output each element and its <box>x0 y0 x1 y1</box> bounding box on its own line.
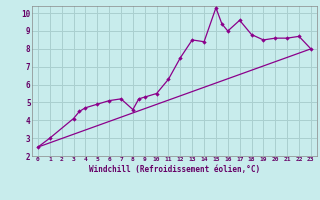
Point <box>118 97 124 100</box>
Point <box>219 22 224 25</box>
Point <box>95 103 100 106</box>
Point <box>225 29 230 33</box>
Point <box>190 38 195 42</box>
Point <box>237 19 242 22</box>
Point <box>47 137 52 140</box>
X-axis label: Windchill (Refroidissement éolien,°C): Windchill (Refroidissement éolien,°C) <box>89 165 260 174</box>
Point <box>77 110 82 113</box>
Point <box>142 95 147 99</box>
Point <box>202 40 207 43</box>
Point <box>166 78 171 81</box>
Point <box>284 37 290 40</box>
Point <box>83 106 88 109</box>
Point <box>178 56 183 59</box>
Point <box>261 38 266 42</box>
Point <box>71 117 76 120</box>
Point <box>249 33 254 36</box>
Point <box>308 47 313 50</box>
Point <box>154 92 159 95</box>
Point <box>213 6 219 9</box>
Point <box>36 145 41 149</box>
Point <box>273 37 278 40</box>
Point <box>130 108 135 111</box>
Point <box>296 35 301 38</box>
Point <box>136 97 141 100</box>
Point <box>107 99 112 102</box>
